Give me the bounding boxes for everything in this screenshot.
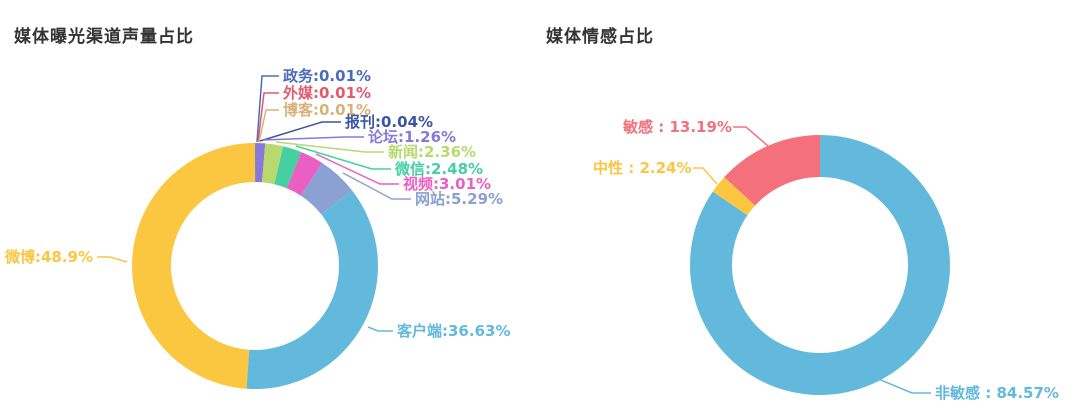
- sentiment-share-chart: 媒体情感占比 非敏感 : 84.57% 中性 : 2.24% 敏感 : 13.19%: [540, 0, 1080, 413]
- pie-slice-非敏感[interactable]: [690, 135, 950, 396]
- label-line-客户端: [367, 326, 393, 332]
- slice-label-微信: 微信:2.48%: [394, 160, 483, 178]
- label-line-博客: [258, 109, 279, 143]
- label-line-外媒: [257, 92, 279, 143]
- sentiment-donut-canvas: 非敏感 : 84.57% 中性 : 2.24% 敏感 : 13.19%: [593, 118, 1059, 402]
- label-line-网站: [342, 172, 411, 200]
- slice-label-中性: 中性 : 2.24%: [593, 159, 691, 177]
- channel-donut-canvas: 政务:0.01%外媒:0.01%博客:0.01%报刊:0.04%论坛:1.26%…: [4, 67, 510, 389]
- label-line-视频: [315, 153, 399, 185]
- pie-slice-微博[interactable]: [132, 142, 255, 389]
- pie-slice-客户端[interactable]: [246, 190, 378, 389]
- slice-label-政务: 政务:0.01%: [283, 67, 371, 85]
- slice-label-非敏感: 非敏感 : 84.57%: [935, 384, 1059, 402]
- slice-label-博客: 博客:0.01%: [283, 101, 371, 119]
- label-line-报刊: [259, 121, 341, 142]
- label-line-政务: [256, 75, 279, 143]
- slice-label-敏感: 敏感 : 13.19%: [622, 118, 732, 136]
- label-line-非敏感: [875, 377, 931, 394]
- pie-slice-敏感[interactable]: [724, 135, 820, 206]
- pie-slice-论坛[interactable]: [255, 143, 266, 183]
- slice-label-论坛: 论坛:1.26%: [368, 128, 456, 146]
- pie-slice-新闻[interactable]: [262, 143, 284, 185]
- label-line-中性: [693, 167, 718, 185]
- pie-slice-中性[interactable]: [712, 177, 756, 216]
- slice-label-网站: 网站:5.29%: [415, 190, 503, 208]
- slice-label-视频: 视频:3.01%: [403, 175, 491, 193]
- pie-slice-微信[interactable]: [274, 146, 302, 189]
- slice-label-新闻: 新闻:2.36%: [388, 143, 476, 161]
- sentiment-chart-title: 媒体情感占比: [546, 27, 654, 47]
- label-line-微信: [295, 145, 391, 170]
- label-line-论坛: [262, 136, 364, 141]
- slice-label-微博: 微博:48.9%: [4, 248, 93, 266]
- label-line-微博: [97, 256, 128, 263]
- channel-share-chart: 媒体曝光渠道声量占比 政务:0.01% 外媒:0.01% 博客:0.01% 报刊:0.…: [4, 27, 510, 389]
- slice-label-外媒: 外媒:0.01%: [282, 84, 371, 102]
- slice-label-客户端: 客户端:36.63%: [396, 322, 510, 340]
- slice-label-报刊: 报刊:0.04%: [345, 113, 433, 131]
- channel-chart-title: 媒体曝光渠道声量占比: [14, 27, 194, 47]
- pie-slice-网站[interactable]: [300, 162, 353, 215]
- pie-slice-视频[interactable]: [286, 152, 323, 196]
- label-line-新闻: [275, 141, 384, 153]
- label-line-敏感: [733, 126, 769, 147]
